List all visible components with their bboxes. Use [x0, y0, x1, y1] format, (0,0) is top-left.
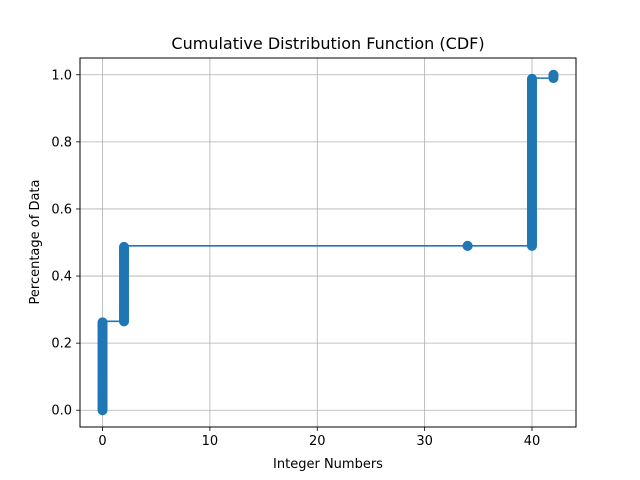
y-tick-label: 0.6 — [51, 202, 72, 217]
y-tick-label: 0.4 — [51, 270, 72, 285]
y-tick-label: 1.0 — [51, 68, 72, 83]
cdf-point — [462, 240, 473, 251]
x-tick-label: 20 — [309, 434, 326, 449]
x-tick-label: 40 — [524, 434, 541, 449]
x-tick-label: 30 — [416, 434, 433, 449]
cdf-point — [97, 405, 108, 416]
y-tick-label: 0.0 — [51, 404, 72, 419]
x-tick-label: 0 — [98, 434, 106, 449]
data-series — [97, 69, 559, 416]
chart-title: Cumulative Distribution Function (CDF) — [171, 34, 484, 53]
cdf-point — [526, 240, 537, 251]
cdf-point — [119, 316, 130, 327]
y-axis-label: Percentage of Data — [28, 180, 43, 305]
x-tick-label: 10 — [202, 434, 219, 449]
y-tick-label: 0.2 — [51, 337, 72, 352]
axis-ticks: 0 10 20 30 40 0.0 0.2 0.4 0.6 0.8 1.0 — [51, 68, 540, 449]
y-tick-label: 0.8 — [51, 135, 72, 150]
plot-frame — [79, 57, 577, 428]
cdf-point — [548, 73, 559, 84]
x-axis-label: Integer Numbers — [273, 457, 383, 472]
